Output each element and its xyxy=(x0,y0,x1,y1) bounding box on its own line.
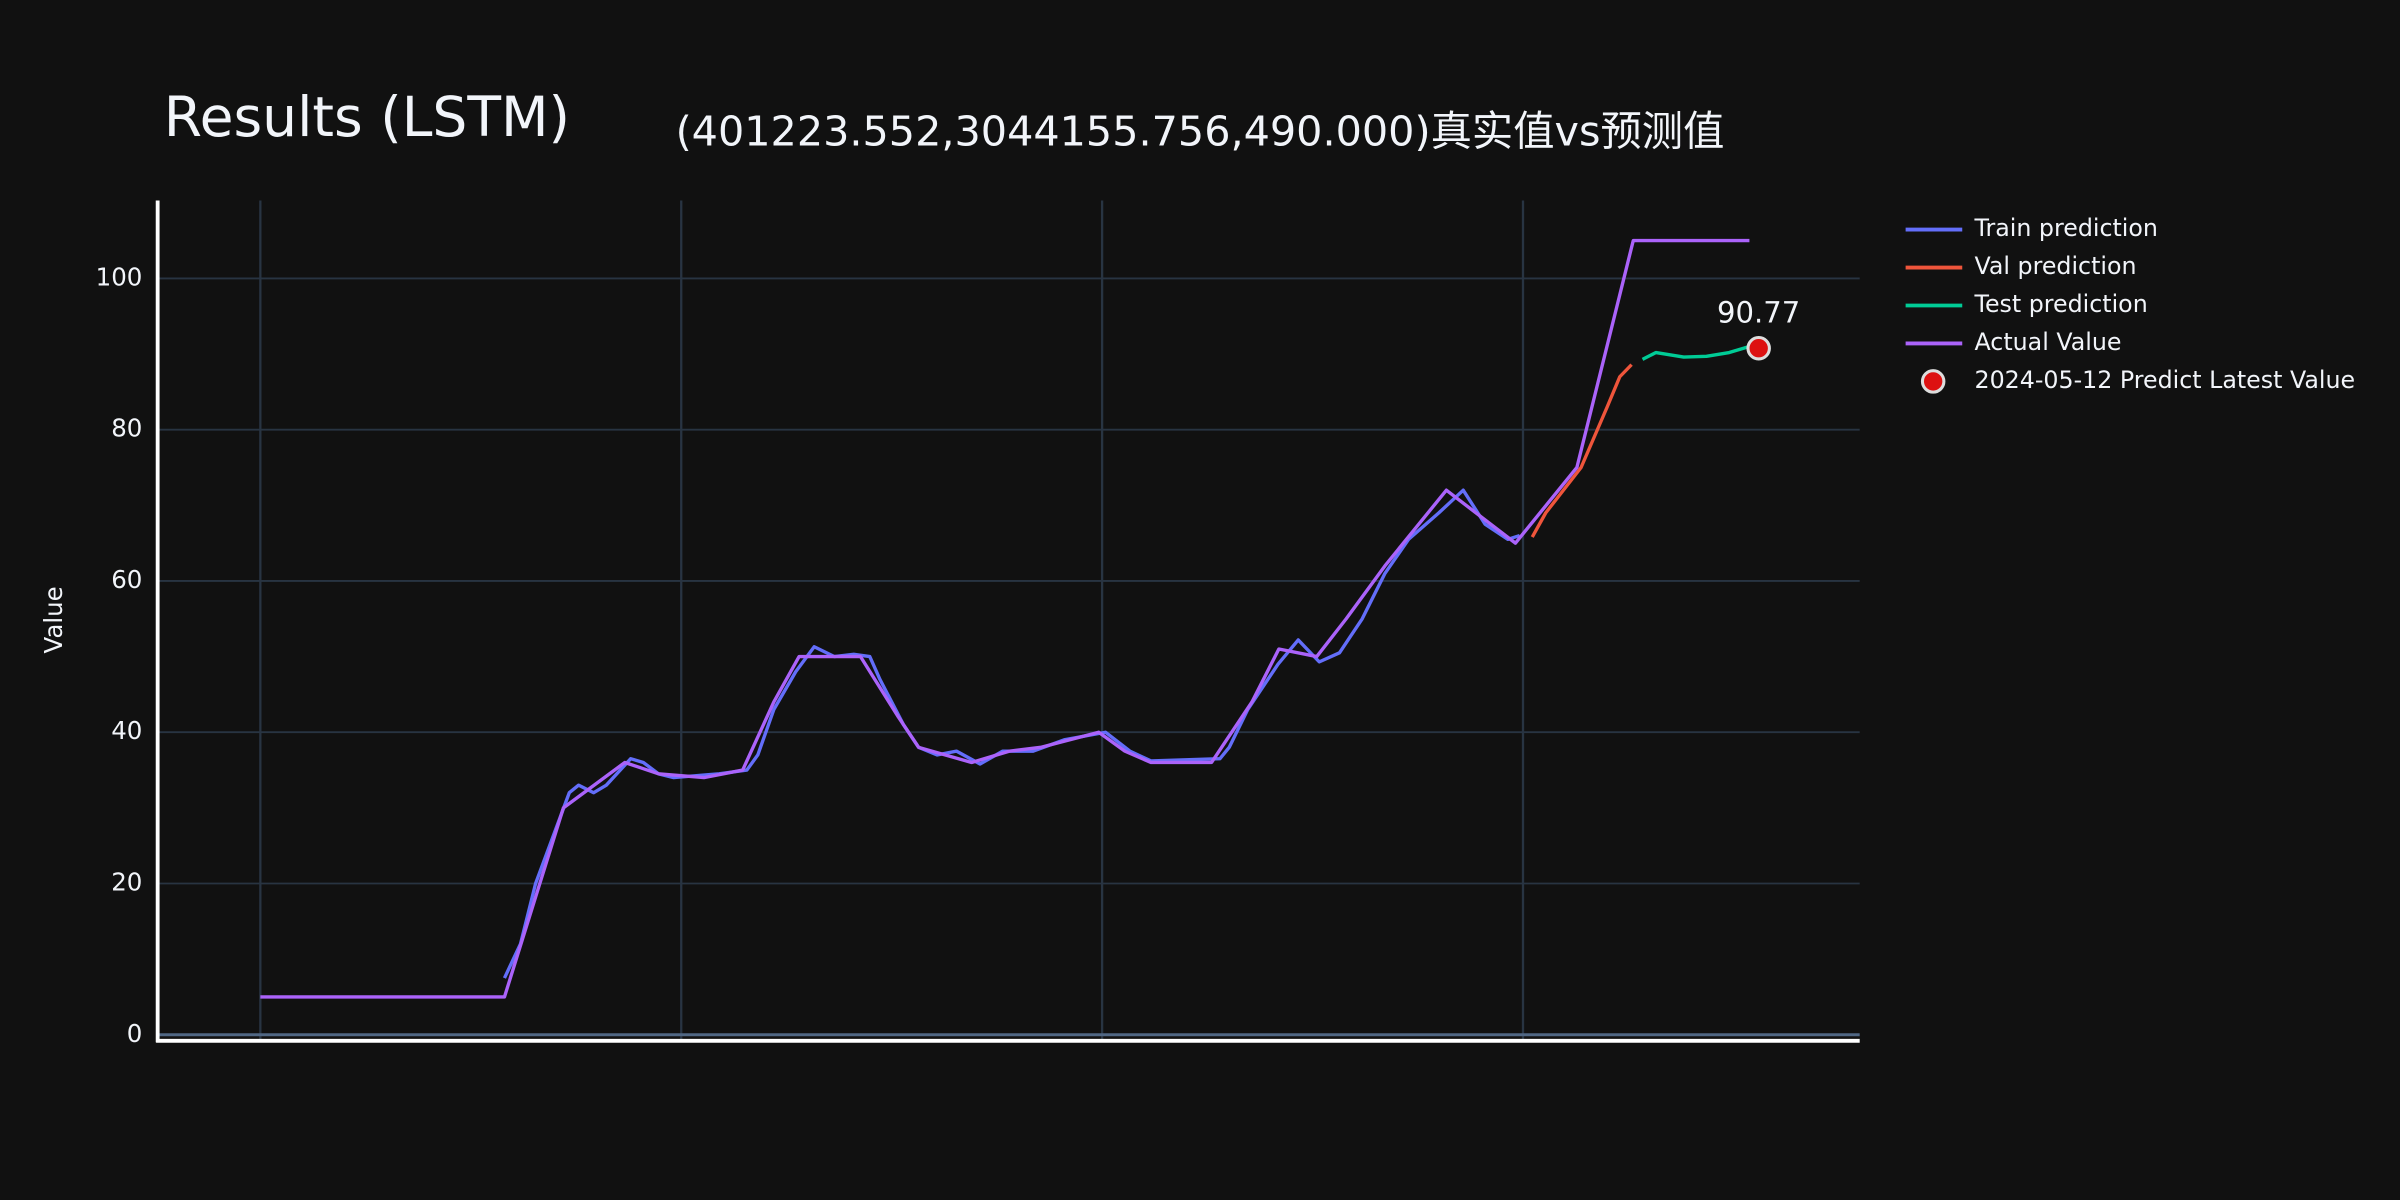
chart-subtitle: (401223.552,3044155.756,490.000)真实值vs预测值 xyxy=(676,108,1725,156)
y-tick-label: 80 xyxy=(111,414,142,443)
line-series xyxy=(1641,344,1750,361)
legend-swatch xyxy=(1920,369,1946,394)
legend: Train prediction Val prediction Test predi… xyxy=(1905,214,2355,394)
marker xyxy=(1746,335,1771,361)
y-axis-title: Value xyxy=(39,586,68,653)
y-tick-label: 20 xyxy=(111,867,142,896)
legend-label: Train prediction xyxy=(1973,214,2157,242)
legend-label: 2024-05-12 Predict Latest Value xyxy=(1974,366,2355,394)
y-tick-label: 100 xyxy=(96,262,143,291)
legend-label: Val prediction xyxy=(1974,252,2136,280)
y-tick-label: 60 xyxy=(111,565,142,594)
plot-area: 90.77 xyxy=(260,238,1800,999)
legend-label: Test prediction xyxy=(1973,290,2147,318)
line-series xyxy=(502,488,1521,979)
y-tick-label: 40 xyxy=(111,716,142,745)
grid xyxy=(157,200,1860,1041)
data-label: 90.77 xyxy=(1717,296,1800,330)
y-tick-label: 0 xyxy=(127,1019,143,1048)
chart-title: Results (LSTM) xyxy=(164,85,570,149)
line-series xyxy=(260,238,1750,999)
line-series xyxy=(1530,363,1633,538)
legend-label: Actual Value xyxy=(1974,328,2121,356)
